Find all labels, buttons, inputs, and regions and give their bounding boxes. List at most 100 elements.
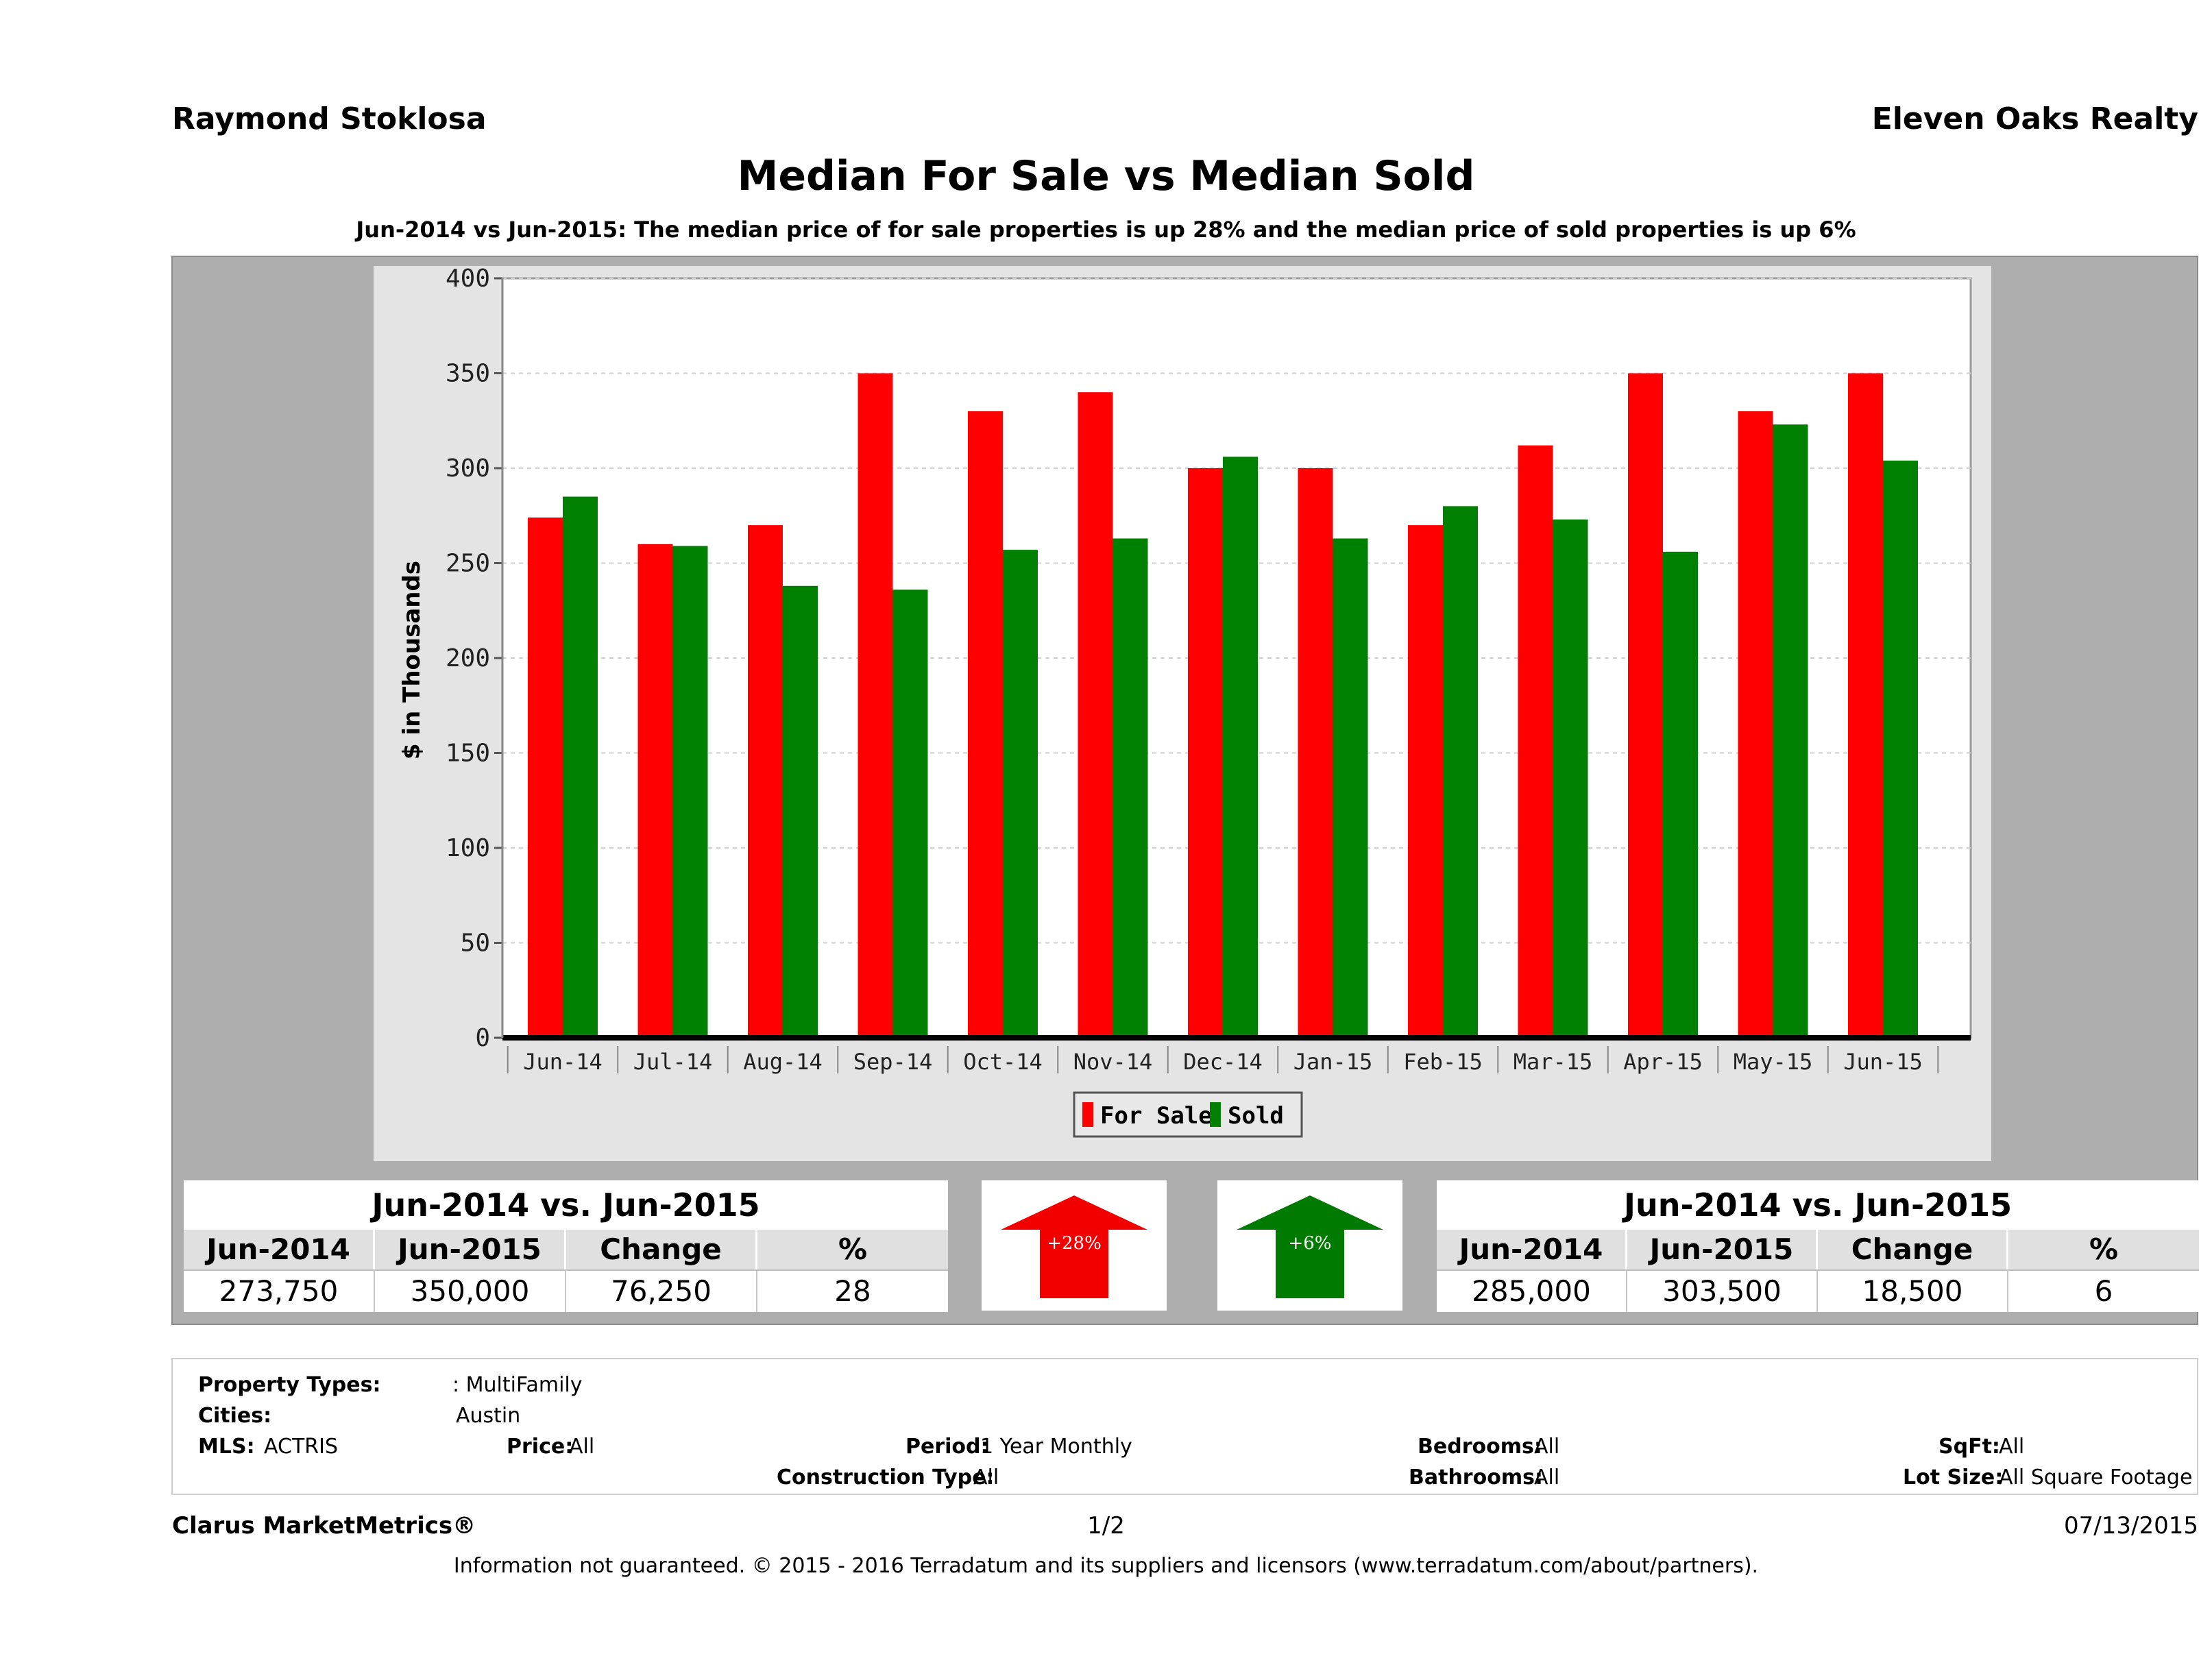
x-tick-label: Aug-14 (743, 1049, 823, 1075)
up-arrow-icon: +6% (1237, 1195, 1383, 1298)
bar-for-sale (528, 518, 563, 1038)
bar-for-sale (1298, 468, 1333, 1038)
disclaimer: Information not guaranteed. © 2015 - 201… (453, 1554, 1759, 1578)
filter-criteria: Property Types: : MultiFamily Cities: Au… (171, 1358, 2198, 1495)
summary-value-row: 285,000 303,500 18,500 6 (1437, 1269, 2199, 1312)
x-tick-label: Mar-15 (1514, 1049, 1593, 1075)
report-date: 07/13/2015 (2064, 1512, 2198, 1540)
value-cell: 76,250 (566, 1271, 757, 1312)
summary-title: Jun-2014 vs. Jun-2015 (372, 1187, 760, 1224)
col-header: Jun-2015 (375, 1230, 566, 1269)
bar-sold (892, 589, 928, 1038)
bar-sold (1003, 550, 1038, 1038)
x-tick-label: Jul-14 (633, 1049, 713, 1075)
bathrooms-label: Bathrooms: (1409, 1466, 1543, 1489)
bar-sold (672, 546, 708, 1038)
y-axis-title: $ in Thousands (398, 561, 426, 759)
cities-label: Cities: (198, 1404, 272, 1428)
mls-label: MLS: (198, 1435, 255, 1459)
summary-panel-sold: Jun-2014 vs. Jun-2015 Jun-2014 Jun-2015 … (1437, 1180, 2199, 1312)
col-header: % (838, 1232, 868, 1266)
page-title: Median For Sale vs Median Sold (737, 152, 1475, 200)
property-types-label: Property Types: (198, 1373, 381, 1397)
page-number: 1/2 (1087, 1512, 1125, 1540)
bar-for-sale (748, 525, 783, 1038)
bedrooms-value: All (1534, 1435, 1560, 1459)
company-name: Eleven Oaks Realty (1871, 101, 2198, 136)
sold-change-indicator: +6% (1217, 1180, 1402, 1311)
bar-sold (1553, 519, 1588, 1038)
bar-for-sale (1408, 525, 1443, 1038)
bar-sold (1883, 460, 1918, 1038)
for-sale-change-indicator: +28% (982, 1180, 1167, 1311)
summary-panel-for-sale: Jun-2014 vs. Jun-2015 Jun-2014 Jun-2015 … (184, 1180, 948, 1312)
price-value: All (569, 1435, 595, 1459)
x-tick-label: Apr-15 (1623, 1049, 1703, 1075)
value-cell: 28 (834, 1274, 871, 1308)
construction-type-label: Construction Type: (777, 1466, 995, 1489)
value-cell: 303,500 (1627, 1271, 1818, 1312)
value-cell: 18,500 (1818, 1271, 2008, 1312)
x-tick-label: Oct-14 (963, 1049, 1043, 1075)
summary-value-row: 273,750 350,000 76,250 28 (184, 1269, 948, 1312)
legend-box (1073, 1091, 1303, 1138)
sqft-value: All (1999, 1435, 2025, 1459)
legend-label-for-sale: For Sale (1100, 1102, 1213, 1130)
construction-type-value: All (973, 1466, 999, 1489)
lot-size-label: Lot Size: (1903, 1466, 2004, 1489)
up-arrow-shape (1001, 1195, 1147, 1298)
y-tick-label: 400 (446, 266, 490, 293)
value-cell: 6 (2094, 1274, 2113, 1308)
y-tick-label: 0 (475, 1024, 490, 1052)
price-label: Price: (507, 1435, 574, 1459)
legend-swatch-sold (1210, 1102, 1221, 1127)
bar-for-sale (968, 411, 1003, 1038)
y-tick-label: 100 (446, 834, 490, 862)
y-tick-label: 300 (446, 454, 490, 483)
summary-header-row: Jun-2014 Jun-2015 Change % (184, 1230, 948, 1269)
bar-chart: 0 50 100 150 200 250 300 350 400 Jun-14 Jul-14 Aug… (374, 266, 1991, 1161)
col-header: Change (566, 1230, 757, 1269)
summary-header-row: Jun-2014 Jun-2015 Change % (1437, 1230, 2199, 1269)
x-tick-label: Dec-14 (1183, 1049, 1263, 1075)
x-tick-label: Jun-14 (523, 1049, 603, 1075)
mls-value: ACTRIS (264, 1435, 339, 1459)
up-arrow-shape (1237, 1195, 1383, 1298)
sqft-label: SqFt: (1938, 1435, 2000, 1459)
bar-for-sale (1848, 373, 1883, 1038)
bar-sold (1113, 538, 1148, 1038)
value-cell: 285,000 (1437, 1271, 1627, 1312)
col-header: Jun-2015 (1627, 1230, 1818, 1269)
y-tick-label: 50 (461, 929, 490, 958)
bar-sold (783, 585, 818, 1038)
y-tick-label: 200 (446, 644, 490, 672)
cities-value: Austin (456, 1404, 521, 1428)
agent-name: Raymond Stoklosa (172, 101, 487, 136)
sold-change-label: +6% (1288, 1233, 1331, 1254)
property-types-value: : MultiFamily (452, 1373, 583, 1397)
bar-sold (1333, 538, 1368, 1038)
x-tick-label: Jun-15 (1843, 1049, 1923, 1075)
bar-for-sale (637, 544, 673, 1038)
bar-sold (1773, 424, 1808, 1038)
y-tick-label: 350 (446, 360, 490, 388)
y-tick-label: 150 (446, 740, 490, 768)
up-arrow-icon: +28% (1001, 1195, 1147, 1298)
legend-label-sold: Sold (1228, 1102, 1284, 1130)
period-value: 1 Year Monthly (980, 1435, 1132, 1459)
value-cell: 273,750 (184, 1271, 375, 1312)
col-header: Jun-2014 (1437, 1230, 1627, 1269)
period-label: Period: (906, 1435, 989, 1459)
x-tick-label: Feb-15 (1403, 1049, 1483, 1075)
value-cell: 350,000 (375, 1271, 566, 1312)
for-sale-change-label: +28% (1047, 1233, 1102, 1254)
brand-name: Clarus MarketMetrics® (172, 1512, 476, 1540)
x-tick-label: Sep-14 (853, 1049, 933, 1075)
bar-sold (1663, 551, 1698, 1038)
y-tick-label: 250 (446, 550, 490, 578)
bathrooms-value: All (1534, 1466, 1560, 1489)
bar-for-sale (1518, 445, 1553, 1038)
bar-for-sale (858, 373, 893, 1038)
bar-for-sale (1078, 392, 1113, 1038)
col-header: Change (1818, 1230, 2008, 1269)
